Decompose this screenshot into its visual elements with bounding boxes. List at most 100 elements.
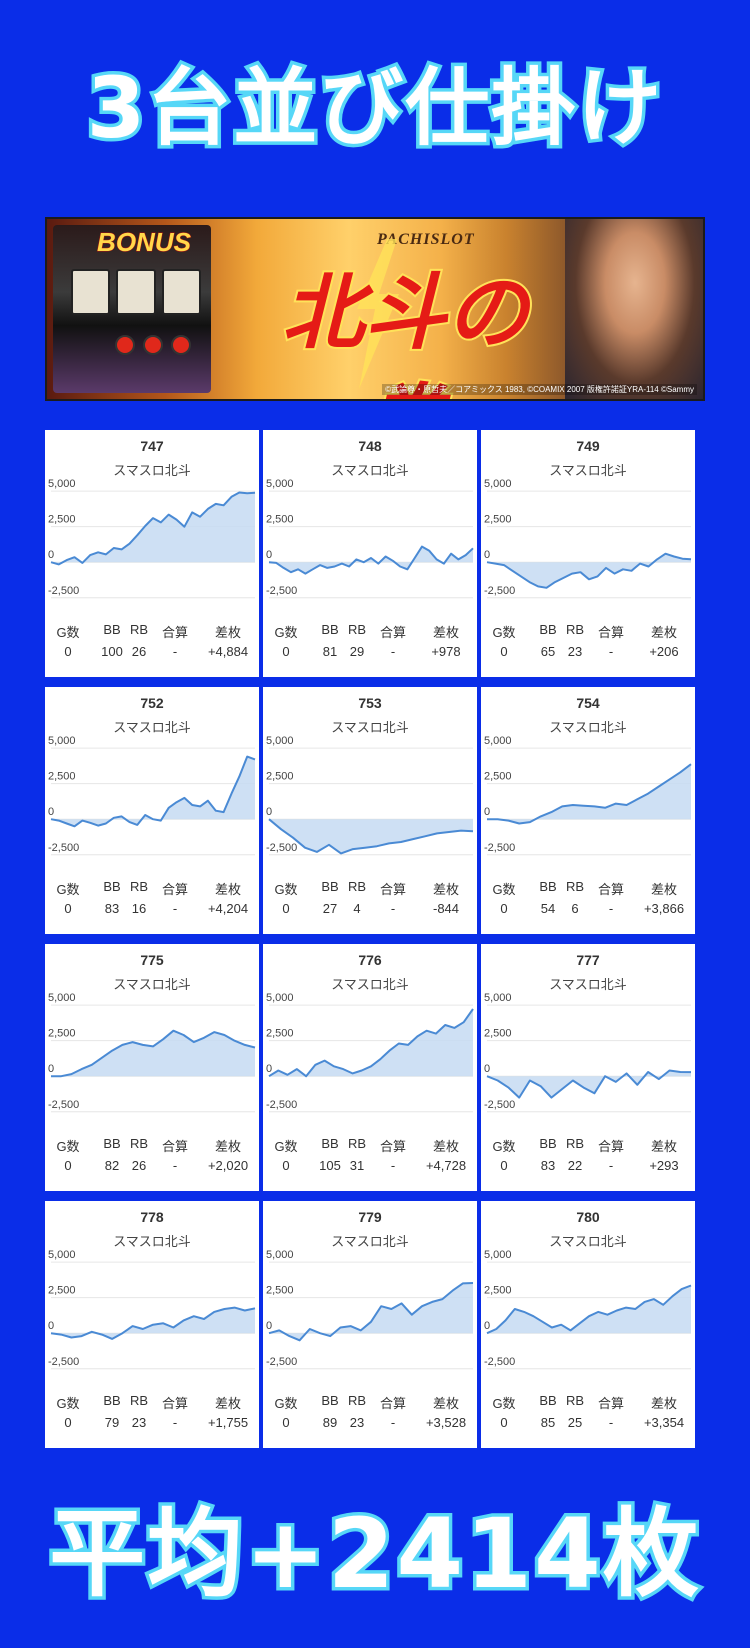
stats-header-row: G数 BB RB 合算 差枚	[263, 1393, 477, 1415]
stats-header: 合算	[379, 625, 406, 640]
series-area	[269, 819, 473, 854]
series-area	[269, 1009, 473, 1077]
stats-header-row: G数 BB RB 合算 差枚	[263, 1136, 477, 1158]
slot-reels	[71, 269, 201, 315]
pachislot-label: PACHISLOT	[377, 231, 475, 248]
stats-header: BB	[321, 879, 339, 894]
payout-chart: 5,000 2,500 0 -2,500	[484, 992, 692, 1113]
y-tick-label: 0	[48, 1320, 54, 1332]
stats-header: G数	[492, 1139, 516, 1154]
series-area	[51, 756, 255, 827]
machine-model: スマスロ北斗	[113, 721, 191, 736]
stats-header: BB	[321, 1393, 339, 1408]
y-tick-label: 2,500	[48, 1028, 76, 1040]
y-tick-label: 2,500	[484, 514, 512, 526]
stats-value: -	[172, 644, 178, 659]
stats-header: 合算	[379, 1396, 406, 1411]
y-tick-label: 5,000	[48, 992, 76, 1004]
stats-table: G数 BB RB 合算 差枚 0 82 26 - +2,020	[45, 1136, 259, 1180]
stats-value: +2,020	[207, 1158, 249, 1173]
y-tick-label: 0	[48, 549, 54, 561]
stats-value: 0	[282, 1415, 290, 1430]
machine-number: 779	[358, 1209, 382, 1225]
machine-number: 754	[576, 695, 600, 711]
stats-header: G数	[274, 625, 298, 640]
y-tick-label: -2,500	[266, 1099, 297, 1111]
stats-value: 0	[500, 1415, 508, 1430]
machine-card: 778 スマスロ北斗 5,000 2,500 0 -2,500 G数 BB RB 合算 差枚 0 79 2…	[45, 1201, 259, 1448]
stats-header-row: G数 BB RB 合算 差枚	[263, 622, 477, 644]
y-tick-label: 5,000	[484, 992, 512, 1004]
y-tick-label: 5,000	[266, 992, 294, 1004]
y-tick-label: 5,000	[48, 1249, 76, 1261]
y-tick-label: 0	[266, 549, 272, 561]
machine-model: スマスロ北斗	[331, 1235, 409, 1250]
machine-model: スマスロ北斗	[549, 464, 627, 479]
stats-header: 差枚	[432, 882, 459, 897]
stats-value: 0	[500, 901, 508, 916]
stats-value-row: 0 89 23 - +3,528	[263, 1415, 477, 1437]
reel	[161, 269, 201, 315]
y-tick-label: -2,500	[48, 1356, 79, 1368]
stats-value: 16	[131, 901, 147, 916]
y-tick-label: 5,000	[48, 478, 76, 490]
stats-table: G数 BB RB 合算 差枚 0 100 26 - +4,884	[45, 622, 259, 666]
stats-header: G数	[56, 882, 80, 897]
stats-header: G数	[274, 1139, 298, 1154]
stats-header-row: G数 BB RB 合算 差枚	[45, 879, 259, 901]
series-line	[486, 552, 692, 589]
stats-value: 23	[567, 644, 583, 659]
stats-value-row: 0 83 22 - +293	[481, 1158, 695, 1180]
machine-model: スマスロ北斗	[549, 1235, 627, 1250]
stats-value: 54	[540, 901, 556, 916]
y-tick-label: -2,500	[484, 1099, 515, 1111]
machine-number: 780	[576, 1209, 600, 1225]
payout-chart: 5,000 2,500 0 -2,500	[48, 992, 256, 1113]
stats-header: BB	[103, 1393, 121, 1408]
stats-table: G数 BB RB 合算 差枚 0 89 23 - +3,528	[263, 1393, 477, 1437]
stats-header: BB	[103, 622, 121, 637]
machine-model: スマスロ北斗	[113, 978, 191, 993]
stats-value: 0	[64, 1415, 72, 1430]
payout-chart: 5,000 2,500 0 -2,500	[484, 1249, 692, 1370]
stats-value: 85	[540, 1415, 556, 1430]
y-tick-label: 2,500	[484, 1028, 512, 1040]
stats-value-row: 0 100 26 - +4,884	[45, 644, 259, 666]
y-tick-label: -2,500	[48, 1099, 79, 1111]
y-tick-label: 2,500	[266, 1028, 294, 1040]
machine-card: 780 スマスロ北斗 5,000 2,500 0 -2,500 G数 BB RB 合算 差枚 0 85 2…	[481, 1201, 695, 1448]
series-line	[268, 1008, 474, 1078]
y-tick-label: 0	[266, 1063, 272, 1075]
stats-header: 差枚	[432, 1396, 459, 1411]
stats-value: 79	[104, 1415, 120, 1430]
machine-number: 753	[358, 695, 382, 711]
stats-header: 差枚	[214, 1139, 241, 1154]
machine-model: スマスロ北斗	[331, 721, 409, 736]
stats-header: 差枚	[432, 1139, 459, 1154]
stats-header: 合算	[161, 1139, 188, 1154]
stats-value: 81	[322, 644, 338, 659]
stats-value: 0	[282, 901, 290, 916]
machine-card: 749 スマスロ北斗 5,000 2,500 0 -2,500 G数 BB RB 合算 差枚 0 65 2…	[481, 430, 695, 677]
stats-value: 23	[349, 1415, 365, 1430]
stats-value: 105	[319, 1158, 341, 1173]
stats-header: 差枚	[214, 625, 241, 640]
stats-value-row: 0 27 4 - -844	[263, 901, 477, 923]
stats-value: +4,204	[207, 901, 249, 916]
series-area	[51, 1307, 255, 1339]
stats-header: 差枚	[650, 625, 677, 640]
stats-header: 合算	[597, 882, 624, 897]
stats-value: 83	[540, 1158, 556, 1173]
machine-number: 776	[358, 952, 382, 968]
y-tick-label: 0	[484, 549, 490, 561]
stats-value: +4,728	[425, 1158, 467, 1173]
machine-card: 747 スマスロ北斗 5,000 2,500 0 -2,500 G数 BB RB 合算 差枚 0 100…	[45, 430, 259, 677]
stats-header: 合算	[379, 882, 406, 897]
stats-value: -	[172, 1415, 178, 1430]
stats-value: 0	[64, 1158, 72, 1173]
machine-card: 776 スマスロ北斗 5,000 2,500 0 -2,500 G数 BB RB 合算 差枚 0 105…	[263, 944, 477, 1191]
stats-header: G数	[492, 625, 516, 640]
y-tick-label: 5,000	[484, 735, 512, 747]
stats-value: -	[390, 901, 396, 916]
series-line	[268, 818, 474, 855]
